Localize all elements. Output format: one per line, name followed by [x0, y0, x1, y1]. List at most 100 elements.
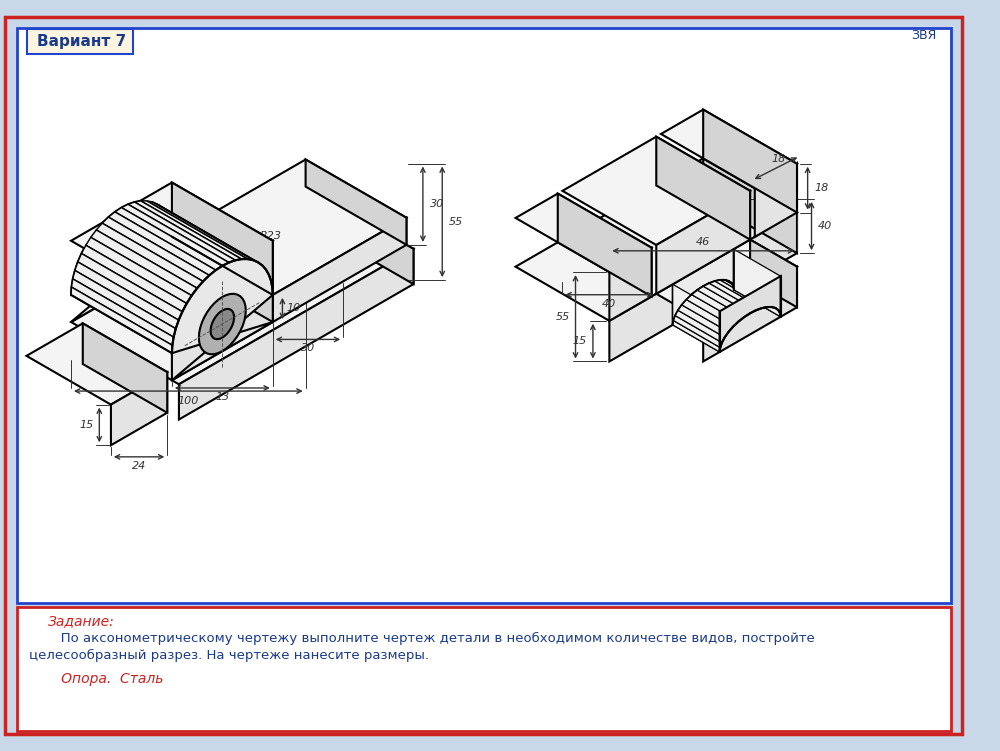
Polygon shape	[306, 159, 406, 245]
Polygon shape	[71, 287, 172, 353]
Text: R23: R23	[260, 231, 282, 241]
Polygon shape	[306, 186, 413, 284]
Polygon shape	[91, 230, 197, 296]
Polygon shape	[83, 324, 167, 413]
Text: 55: 55	[449, 217, 463, 227]
Polygon shape	[71, 186, 413, 385]
Text: 46: 46	[696, 237, 710, 247]
Text: 10: 10	[286, 303, 301, 313]
Polygon shape	[172, 159, 406, 295]
Text: 13: 13	[215, 392, 229, 402]
Polygon shape	[661, 110, 797, 189]
Polygon shape	[516, 194, 652, 272]
Polygon shape	[673, 249, 734, 325]
Polygon shape	[172, 241, 273, 380]
Polygon shape	[108, 212, 216, 276]
Polygon shape	[609, 248, 652, 321]
Text: Вариант 7: Вариант 7	[37, 34, 126, 49]
FancyBboxPatch shape	[17, 607, 951, 731]
Text: 100: 100	[178, 396, 199, 406]
FancyBboxPatch shape	[27, 29, 133, 54]
Text: Опора.  Сталь: Опора. Сталь	[48, 671, 164, 686]
Polygon shape	[656, 137, 750, 240]
Polygon shape	[141, 201, 248, 259]
Polygon shape	[558, 194, 652, 297]
Polygon shape	[172, 259, 273, 380]
Polygon shape	[81, 246, 187, 312]
Polygon shape	[135, 201, 242, 261]
Polygon shape	[273, 218, 406, 322]
Polygon shape	[152, 202, 258, 262]
Polygon shape	[703, 158, 797, 253]
Polygon shape	[715, 280, 767, 308]
Polygon shape	[26, 324, 167, 405]
Polygon shape	[170, 222, 272, 288]
Polygon shape	[675, 310, 725, 342]
Text: ø20: ø20	[147, 282, 168, 292]
Text: По аксонометрическому чертежу выполните чертеж детали в необходимом количестве в: По аксонометрическому чертежу выполните …	[48, 632, 815, 644]
Polygon shape	[111, 372, 167, 445]
Text: 18: 18	[772, 155, 786, 164]
Polygon shape	[157, 204, 262, 266]
Polygon shape	[172, 182, 273, 322]
Text: 40: 40	[818, 221, 833, 231]
Text: 30: 30	[301, 343, 315, 353]
Polygon shape	[720, 276, 781, 352]
Text: 40: 40	[602, 299, 616, 309]
Polygon shape	[656, 240, 797, 321]
Polygon shape	[71, 201, 172, 322]
Polygon shape	[73, 270, 176, 337]
Polygon shape	[165, 212, 269, 275]
Polygon shape	[115, 207, 222, 270]
Polygon shape	[656, 191, 750, 294]
Polygon shape	[673, 315, 722, 348]
Polygon shape	[199, 294, 246, 354]
Polygon shape	[703, 283, 756, 313]
Polygon shape	[703, 267, 797, 361]
Polygon shape	[96, 223, 203, 288]
Text: 55: 55	[555, 312, 570, 321]
Text: ЗВЯ: ЗВЯ	[911, 29, 936, 42]
Text: Задание:: Задание:	[48, 614, 115, 628]
Polygon shape	[697, 286, 750, 317]
Polygon shape	[733, 286, 781, 317]
Polygon shape	[71, 279, 174, 345]
Polygon shape	[731, 283, 780, 313]
Text: 30: 30	[430, 199, 444, 210]
Polygon shape	[682, 300, 733, 332]
Polygon shape	[179, 249, 413, 420]
Polygon shape	[692, 290, 744, 321]
Polygon shape	[516, 158, 797, 321]
Polygon shape	[725, 280, 775, 308]
FancyBboxPatch shape	[5, 17, 962, 734]
Text: целесообразный разрез. На чертеже нанесите размеры.: целесообразный разрез. На чертеже нанеси…	[29, 649, 429, 662]
Polygon shape	[703, 110, 797, 213]
Polygon shape	[102, 217, 209, 282]
Polygon shape	[609, 213, 797, 361]
Polygon shape	[128, 202, 235, 263]
Polygon shape	[755, 164, 797, 237]
Polygon shape	[75, 262, 179, 329]
Text: 18: 18	[814, 183, 829, 193]
Text: 24: 24	[132, 460, 146, 471]
Polygon shape	[720, 280, 772, 307]
Polygon shape	[78, 254, 182, 320]
Polygon shape	[678, 305, 729, 337]
Text: 15: 15	[573, 336, 587, 346]
Polygon shape	[562, 137, 750, 245]
Polygon shape	[86, 237, 192, 303]
Polygon shape	[673, 285, 720, 352]
Polygon shape	[729, 281, 778, 310]
Polygon shape	[147, 201, 253, 260]
Polygon shape	[161, 207, 266, 270]
FancyBboxPatch shape	[17, 28, 951, 603]
Polygon shape	[211, 309, 234, 339]
Polygon shape	[171, 229, 273, 295]
Polygon shape	[750, 240, 797, 307]
Polygon shape	[734, 249, 781, 317]
Polygon shape	[121, 204, 229, 266]
Polygon shape	[673, 321, 720, 352]
Text: 15: 15	[79, 420, 94, 430]
Polygon shape	[686, 294, 738, 327]
Polygon shape	[709, 281, 762, 310]
